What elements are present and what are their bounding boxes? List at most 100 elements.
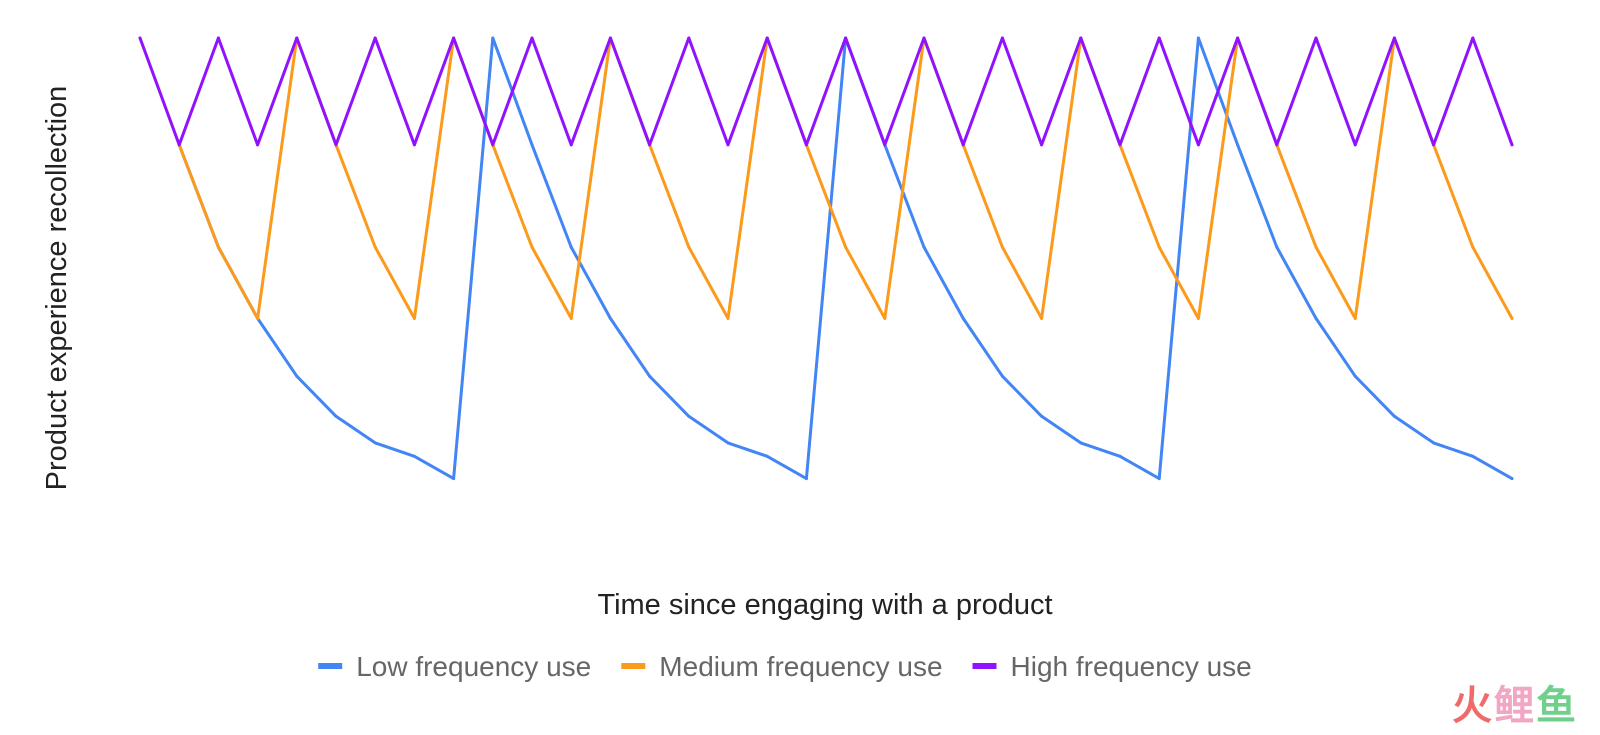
data-point [1314, 36, 1318, 40]
data-point [1196, 143, 1200, 147]
data-point [1432, 143, 1436, 147]
data-point [1314, 316, 1318, 320]
data-point [1040, 414, 1044, 418]
data-point [922, 36, 926, 40]
data-point [295, 374, 299, 378]
data-point [1353, 316, 1357, 320]
data-point [687, 414, 691, 418]
data-point [726, 143, 730, 147]
data-point [804, 477, 808, 481]
series-low-frequency-use [177, 36, 1514, 481]
data-point [1079, 441, 1083, 445]
legend-label: High frequency use [1011, 651, 1252, 682]
data-point [1392, 414, 1396, 418]
data-point [334, 143, 338, 147]
data-point [1000, 374, 1004, 378]
data-point [569, 143, 573, 147]
data-point [1392, 36, 1396, 40]
data-point [726, 441, 730, 445]
data-point [1157, 36, 1161, 40]
data-point [922, 245, 926, 249]
data-point [216, 36, 220, 40]
legend-swatch [621, 663, 646, 669]
data-point [1314, 245, 1318, 249]
data-point [1236, 143, 1240, 147]
series-line-low-frequency-use [177, 36, 1514, 481]
plot-area [138, 36, 1514, 481]
legend: Low frequency use Medium frequency use Hig… [318, 651, 1252, 682]
data-point [765, 36, 769, 40]
watermark-char: 鲤 [1494, 683, 1536, 729]
data-point [608, 316, 612, 320]
data-point [569, 245, 573, 249]
data-point [530, 245, 534, 249]
y-axis-title: Product experience recollection [41, 86, 73, 491]
data-point [295, 36, 299, 40]
x-axis-title: Time since engaging with a product [597, 589, 1052, 621]
data-point [373, 441, 377, 445]
data-point [1275, 245, 1279, 249]
data-point [334, 414, 338, 418]
legend-label: Low frequency use [356, 651, 591, 682]
data-point [1196, 36, 1200, 40]
data-point [1000, 36, 1004, 40]
series-line-high-frequency-use [138, 36, 1514, 147]
data-point [1118, 143, 1122, 147]
data-point [216, 245, 220, 249]
data-point [1510, 477, 1514, 481]
data-point [1040, 143, 1044, 147]
legend-swatch [318, 663, 343, 669]
data-point [765, 454, 769, 458]
data-point [1236, 36, 1240, 40]
data-point [452, 36, 456, 40]
data-point [687, 245, 691, 249]
data-point [412, 454, 416, 458]
data-point [138, 36, 142, 40]
data-point [373, 36, 377, 40]
data-point [883, 316, 887, 320]
data-point [1118, 454, 1122, 458]
data-point [1471, 454, 1475, 458]
series-medium-frequency-use [177, 36, 1514, 320]
data-point [726, 316, 730, 320]
data-point [648, 374, 652, 378]
data-point [412, 316, 416, 320]
data-point [1275, 143, 1279, 147]
data-point [648, 143, 652, 147]
data-point [883, 143, 887, 147]
data-point [1353, 143, 1357, 147]
watermark-logo: 火鲤鱼 [1452, 673, 1578, 731]
data-point [608, 36, 612, 40]
data-point [1353, 374, 1357, 378]
data-point [256, 316, 260, 320]
data-point [1000, 245, 1004, 249]
data-point [1079, 36, 1083, 40]
data-point [1510, 316, 1514, 320]
data-point [491, 143, 495, 147]
data-point [1040, 316, 1044, 320]
data-point [373, 245, 377, 249]
data-point [1471, 245, 1475, 249]
watermark-char: 鱼 [1536, 683, 1578, 729]
data-point [530, 143, 534, 147]
data-point [177, 143, 181, 147]
data-point [256, 143, 260, 147]
data-point [844, 245, 848, 249]
data-point [1157, 477, 1161, 481]
data-point [569, 316, 573, 320]
data-point [1432, 441, 1436, 445]
data-point [491, 36, 495, 40]
data-point [804, 143, 808, 147]
legend-item-low-frequency-use: Low frequency use [318, 651, 591, 682]
data-point [844, 36, 848, 40]
series-high-frequency-use [138, 36, 1514, 147]
data-point [412, 143, 416, 147]
legend-item-high-frequency-use: High frequency use [972, 651, 1252, 682]
data-point [452, 477, 456, 481]
data-point [530, 36, 534, 40]
series-line-medium-frequency-use [177, 36, 1514, 320]
data-point [1196, 316, 1200, 320]
legend-swatch [972, 663, 997, 669]
data-point [1471, 36, 1475, 40]
